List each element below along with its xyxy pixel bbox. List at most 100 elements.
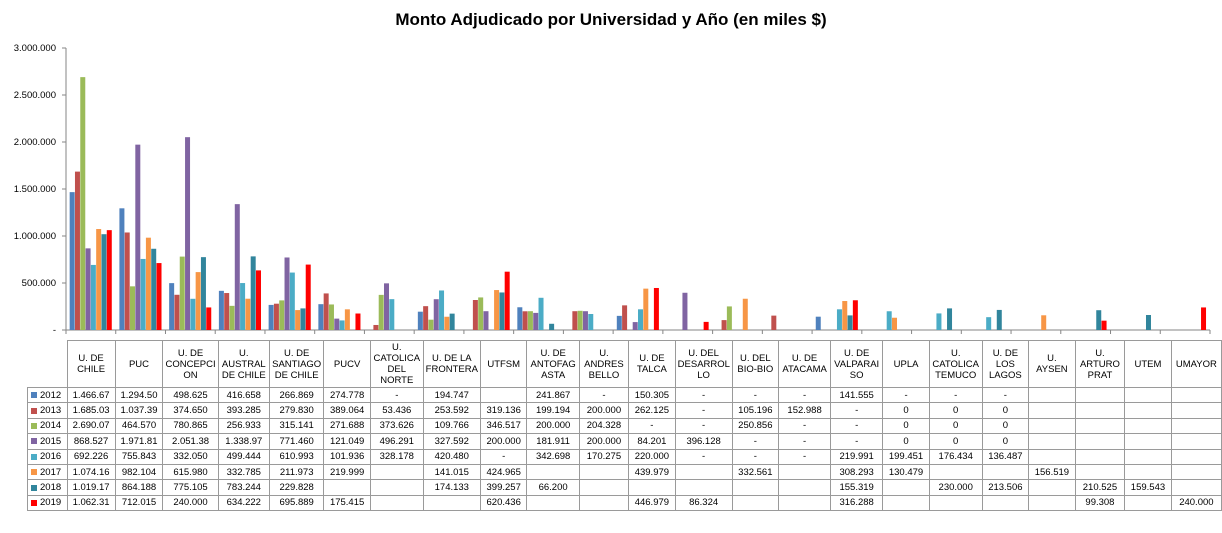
bar [101, 234, 107, 330]
bar [96, 229, 102, 330]
y-tick-label: 500.000 [22, 278, 56, 289]
data-label: 373.626 [369, 417, 424, 435]
bar [721, 320, 727, 330]
legend-swatch [31, 407, 37, 414]
bar [145, 237, 151, 330]
bar [478, 297, 484, 330]
series-legend-cell: 2016 [27, 448, 68, 465]
data-label: 1.971.81 [114, 433, 164, 450]
data-label [1170, 402, 1222, 419]
bar [533, 312, 539, 330]
data-label [882, 479, 930, 496]
bar [323, 293, 329, 330]
category-header: U. DE CONCEPCI ON [162, 340, 219, 388]
series-legend-cell: 2013 [27, 402, 68, 419]
bar [836, 309, 842, 330]
data-label: - [674, 448, 733, 465]
category-header: U. DEL BIO-BIO [731, 340, 780, 388]
bar [69, 192, 75, 330]
legend-swatch [31, 438, 37, 445]
bar [1041, 315, 1047, 330]
bar [996, 309, 1002, 330]
series-name: 2016 [40, 451, 62, 463]
bar [124, 232, 130, 330]
data-label: - [778, 417, 832, 435]
data-label: 181.911 [526, 433, 580, 450]
data-label: 121.049 [323, 433, 371, 450]
bar [439, 290, 445, 330]
data-label [578, 494, 630, 512]
bar [549, 323, 555, 330]
table-row: 2019 1.062.31 712.015 240.000 634.222 695.889… [27, 494, 1222, 512]
data-label [578, 463, 630, 481]
series-name: 2012 [40, 389, 62, 401]
bar [504, 271, 510, 330]
bar [423, 306, 429, 330]
bar [582, 311, 588, 330]
data-label: 982.104 [114, 463, 164, 481]
bar [622, 305, 628, 330]
bar [373, 324, 379, 330]
bar [334, 318, 340, 330]
data-label [731, 494, 780, 512]
table-row: 2013 1.685.03 1.037.39 374.650 393.285 279.83… [27, 402, 1222, 419]
data-label [369, 463, 424, 481]
category-header: U. DE ANTOFAG ASTA [526, 340, 580, 388]
data-label [1028, 386, 1076, 404]
data-label: 1.037.39 [114, 402, 164, 419]
data-label: 316.288 [830, 494, 884, 512]
data-label: - [731, 448, 780, 465]
data-label [1028, 479, 1076, 496]
data-label [479, 386, 528, 404]
bar [577, 310, 583, 330]
y-tick-label: - [53, 325, 56, 336]
bar [522, 311, 528, 330]
bar [886, 311, 892, 330]
bar [1201, 307, 1207, 330]
bar [384, 283, 390, 330]
data-label: - [479, 448, 528, 465]
bar [119, 208, 125, 330]
data-label [1028, 417, 1076, 435]
bar [638, 309, 643, 330]
data-label: 498.625 [162, 386, 219, 404]
data-label: 253.592 [422, 402, 481, 419]
chart-title: Monto Adjudicado por Universidad y Año (… [395, 10, 827, 29]
data-label: 176.434 [928, 448, 983, 465]
data-label: 1.685.03 [66, 402, 116, 419]
data-label: - [928, 386, 983, 404]
data-label: 271.688 [323, 417, 371, 435]
data-label: 1.338.97 [217, 433, 270, 450]
data-label: - [674, 417, 733, 435]
data-label [369, 479, 424, 496]
data-label [1028, 448, 1076, 465]
data-label [1124, 417, 1172, 435]
bar [1096, 310, 1102, 330]
data-label [1074, 417, 1126, 435]
data-label: 327.592 [422, 433, 481, 450]
data-label: 615.980 [162, 463, 219, 481]
legend-swatch [31, 499, 37, 506]
data-label: 240.000 [1170, 494, 1222, 512]
data-label [1170, 433, 1222, 450]
bar [289, 272, 295, 330]
series-legend-cell: 2015 [27, 433, 68, 450]
data-label: 199.194 [526, 402, 580, 419]
data-label: 332.561 [731, 463, 780, 481]
category-header: U. DE TALCA [628, 340, 676, 388]
bar [986, 317, 992, 330]
data-label: 99.308 [1074, 494, 1126, 512]
data-label: 446.979 [628, 494, 676, 512]
y-tick-label: 1.000.000 [14, 231, 56, 242]
data-label [1124, 386, 1172, 404]
bar [169, 283, 175, 330]
data-label: 105.196 [731, 402, 780, 419]
bar [90, 264, 96, 330]
data-label: 424.965 [479, 463, 528, 481]
data-label: 1.019.17 [66, 479, 116, 496]
series-legend-cell: 2012 [27, 386, 68, 404]
bar [499, 292, 505, 330]
data-label: 170.275 [578, 448, 630, 465]
data-label: 780.865 [162, 417, 219, 435]
data-label [778, 463, 832, 481]
